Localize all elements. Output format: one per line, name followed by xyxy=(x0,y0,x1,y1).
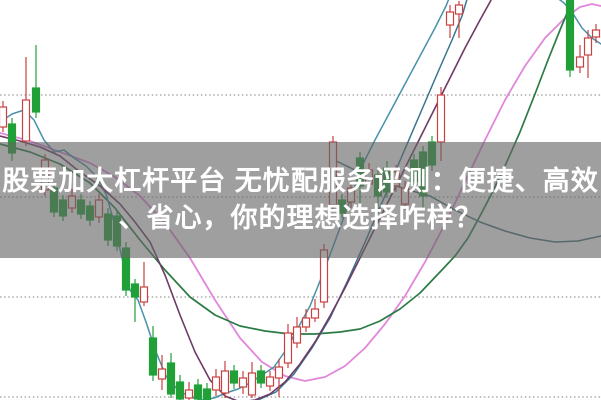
headline-overlay: 股票加大杠杆平台 无忧配服务评测：便捷、高效 、省心，你的理想选择咋样？ xyxy=(0,142,601,258)
headline-line-2: 、省心，你的理想选择咋样？ xyxy=(118,203,483,233)
headline-line-1: 股票加大杠杆平台 无忧配服务评测：便捷、高效 xyxy=(2,166,599,196)
